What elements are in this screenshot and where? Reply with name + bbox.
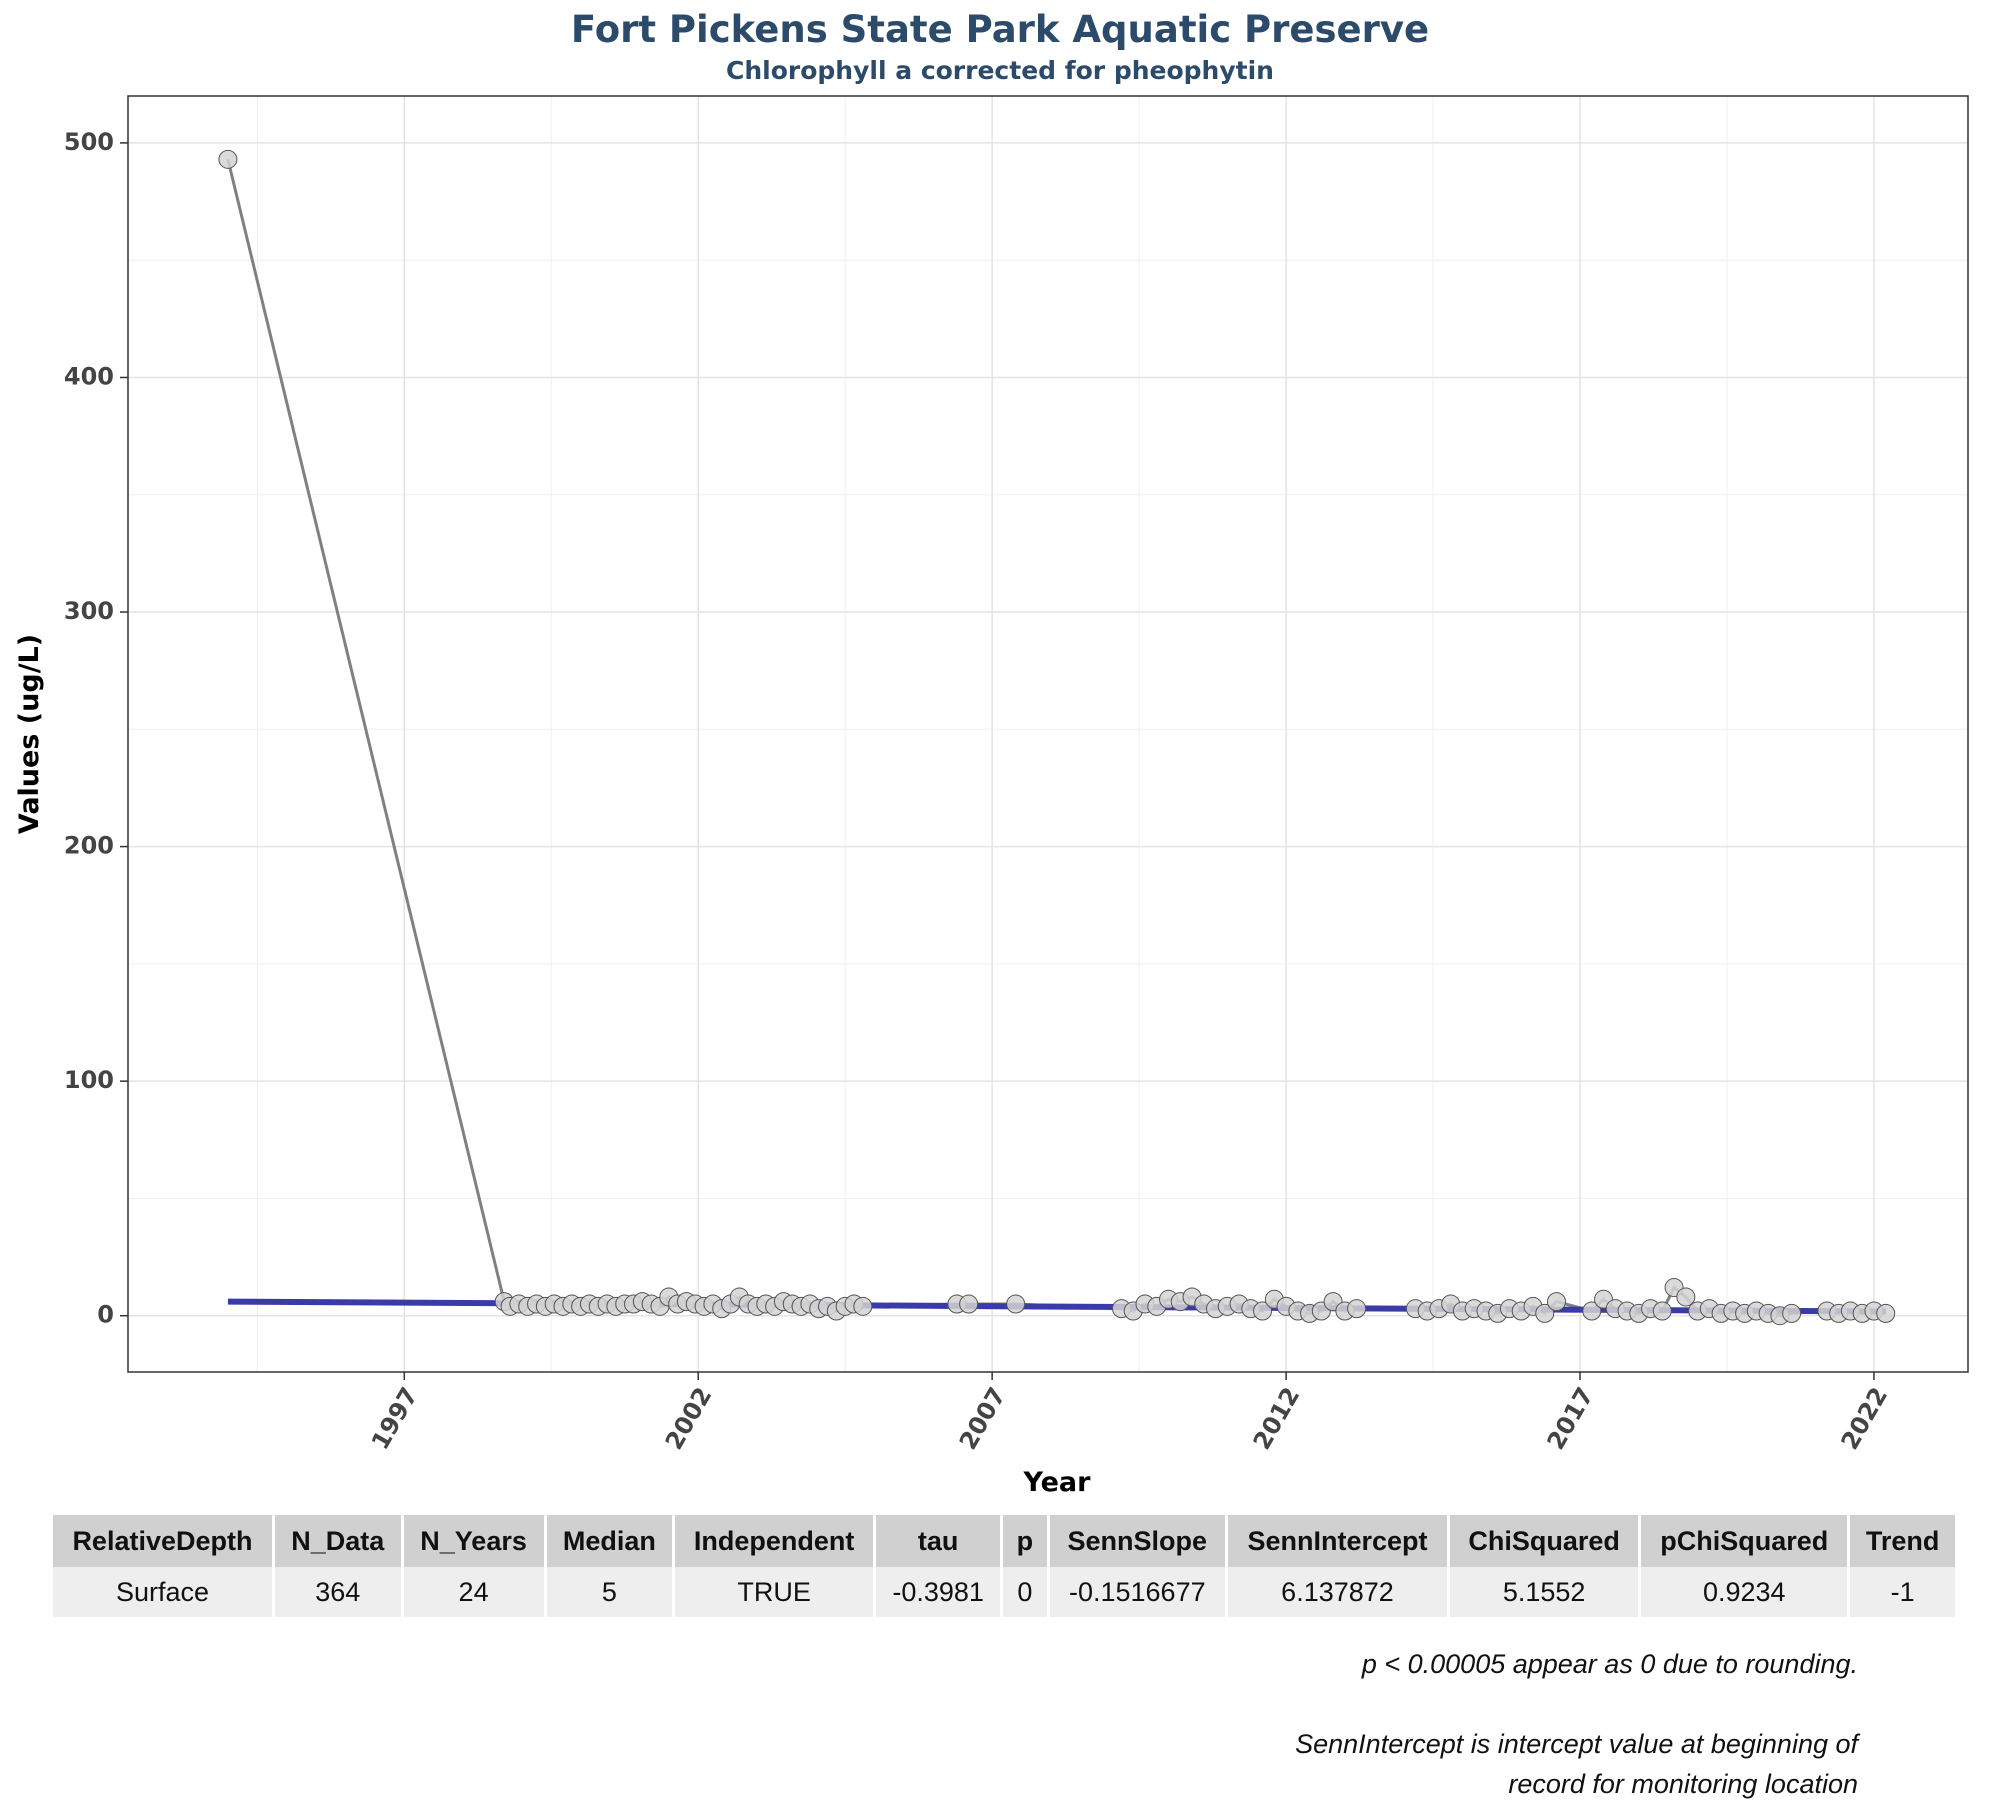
y-tick-label: 400 xyxy=(64,362,114,390)
table-cell: 5.1552 xyxy=(1449,1567,1639,1617)
table-cell: 364 xyxy=(274,1567,401,1617)
table-header-cell: SennSlope xyxy=(1049,1515,1226,1567)
data-point xyxy=(1676,1287,1696,1307)
x-tick-label: 2002 xyxy=(660,1383,718,1455)
table-cell: 5 xyxy=(546,1567,673,1617)
table-cell: Surface xyxy=(53,1567,272,1617)
table-cell: -1 xyxy=(1850,1567,1955,1617)
y-tick-label: 200 xyxy=(64,832,114,860)
x-axis: 1997 2002 2007 2012 2017 2022 xyxy=(366,1372,1893,1454)
x-tick-label: 2007 xyxy=(954,1383,1012,1455)
y-axis-title: Values (ug/L) xyxy=(14,634,45,834)
x-tick-label: 2022 xyxy=(1836,1383,1894,1455)
table-cell: 0.9234 xyxy=(1641,1567,1848,1617)
stats-table: RelativeDepth N_Data N_Years Median Independ… xyxy=(50,1515,1958,1617)
data-point xyxy=(218,149,238,169)
grid xyxy=(128,96,1968,1372)
table-header-cell: SennIntercept xyxy=(1228,1515,1447,1567)
table-cell: -0.1516677 xyxy=(1049,1567,1226,1617)
table-header-cell: pChiSquared xyxy=(1641,1515,1848,1567)
y-tick-label: 100 xyxy=(64,1066,114,1094)
data-point xyxy=(959,1294,979,1314)
table-cell: TRUE xyxy=(675,1567,874,1617)
y-tick-label: 0 xyxy=(97,1301,114,1329)
data-point xyxy=(1652,1301,1672,1321)
data-point xyxy=(1006,1294,1026,1314)
data-point xyxy=(1347,1299,1367,1319)
footnote-p-rounding: p < 0.00005 appear as 0 due to rounding. xyxy=(1361,1649,1858,1679)
table-header-row: RelativeDepth N_Data N_Years Median Independ… xyxy=(53,1515,1955,1567)
table-cell: 24 xyxy=(403,1567,544,1617)
table-header-cell: Trend xyxy=(1850,1515,1955,1567)
x-axis-title: Year xyxy=(1023,1467,1092,1498)
data-point xyxy=(1782,1303,1802,1323)
data-point xyxy=(1876,1303,1896,1323)
table-cell: -0.3981 xyxy=(876,1567,1001,1617)
table-header-cell: p xyxy=(1003,1515,1047,1567)
connecting-line-layer xyxy=(226,158,1886,1318)
y-tick-label: 300 xyxy=(64,597,114,625)
table-header-cell: N_Data xyxy=(274,1515,401,1567)
y-tick-label: 500 xyxy=(64,128,114,156)
table-header-cell: ChiSquared xyxy=(1449,1515,1639,1567)
y-axis: 0 100 200 300 400 500 xyxy=(64,128,128,1329)
table-header-cell: Median xyxy=(546,1515,673,1567)
x-tick-label: 1997 xyxy=(366,1383,424,1455)
data-point xyxy=(1253,1301,1273,1321)
table-row: Surface 364 24 5 TRUE -0.3981 0 -0.1516677 6.137… xyxy=(53,1567,1955,1617)
table-cell: 6.137872 xyxy=(1228,1567,1447,1617)
chart-area: 1997 2002 2007 2012 2017 2022 0 100 200 300 400 50… xyxy=(14,95,1969,1498)
table-cell: 0 xyxy=(1003,1567,1047,1617)
x-tick-label: 2017 xyxy=(1542,1383,1600,1455)
table-header-cell: RelativeDepth xyxy=(53,1515,272,1567)
footnote-senn-intercept: SennIntercept is intercept value at begi… xyxy=(1295,1729,1858,1799)
data-point xyxy=(1582,1301,1602,1321)
data-point xyxy=(1546,1292,1566,1312)
x-tick-label: 2012 xyxy=(1248,1383,1306,1455)
chart-subtitle: Chlorophyll a corrected for pheophytin xyxy=(726,56,1274,85)
connecting-line xyxy=(226,158,1886,1318)
table-header-cell: Independent xyxy=(675,1515,874,1567)
data-point xyxy=(1535,1303,1555,1323)
table-header-cell: N_Years xyxy=(403,1515,544,1567)
data-point xyxy=(853,1296,873,1316)
plot-border xyxy=(127,95,1969,1373)
data-points xyxy=(218,149,1896,1326)
chart-title: Fort Pickens State Park Aquatic Preserve xyxy=(570,8,1430,51)
table-header-cell: tau xyxy=(876,1515,1001,1567)
